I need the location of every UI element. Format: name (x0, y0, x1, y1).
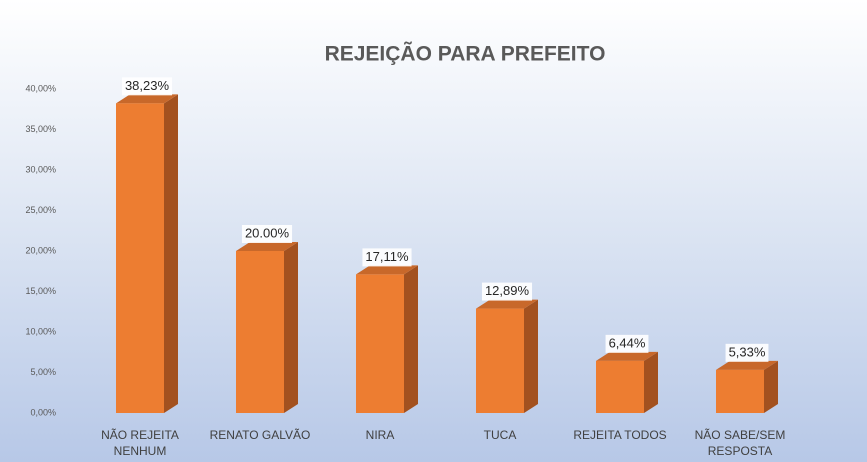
data-label: 5,33% (729, 344, 766, 359)
bar-side (764, 360, 778, 413)
x-tick-label: RENATO GALVÃO (209, 428, 311, 442)
y-tick-label: 35,00% (25, 124, 56, 134)
bar-side (524, 299, 538, 413)
data-label-bg (241, 225, 293, 243)
bar-top (356, 265, 418, 275)
y-tick-label: 5,00% (30, 367, 56, 377)
bar-side (284, 242, 298, 413)
data-label-bg (121, 77, 173, 96)
y-tick-label: 0,00% (30, 407, 56, 417)
data-label: 17,11% (365, 249, 409, 264)
data-label-bg (605, 334, 649, 353)
bar-top (236, 242, 298, 251)
data-label-bg (481, 282, 533, 301)
y-tick-label: 15,00% (25, 286, 56, 296)
bar-top (476, 299, 538, 309)
data-label-bg (725, 343, 769, 362)
data-label: 20.00% (245, 225, 290, 240)
bar-side (164, 94, 178, 413)
bar (356, 274, 404, 413)
data-label: 38,23% (125, 78, 170, 93)
data-label: 12,89% (485, 283, 530, 298)
y-tick-label: 40,00% (25, 83, 56, 93)
bar (236, 251, 284, 413)
y-tick-label: 30,00% (25, 164, 56, 174)
bar-top (716, 360, 778, 370)
x-tick-label: NÃO REJEITA NENHUM (101, 428, 179, 458)
chart-title: REJEIÇÃO PARA PREFEITO (325, 43, 606, 66)
bar (596, 360, 644, 413)
y-tick-label: 20,00% (25, 245, 56, 255)
y-tick-label: 25,00% (25, 205, 56, 215)
data-label-bg (362, 248, 412, 267)
bar-top (596, 351, 658, 361)
x-tick-label: NIRA (365, 428, 395, 442)
y-tick-label: 10,00% (25, 326, 56, 336)
x-tick-label: TUCA (483, 428, 517, 442)
bar-side (404, 265, 418, 413)
bar-side (644, 351, 658, 413)
x-tick-label: NÃO SABE/SEM RESPOSTA (694, 428, 786, 458)
x-tick-label: REJEITA TODOS (573, 428, 667, 442)
bar-top (116, 94, 178, 104)
data-label: 6,44% (609, 335, 646, 350)
bar (716, 369, 764, 413)
bar (476, 308, 524, 413)
bar (116, 103, 164, 413)
